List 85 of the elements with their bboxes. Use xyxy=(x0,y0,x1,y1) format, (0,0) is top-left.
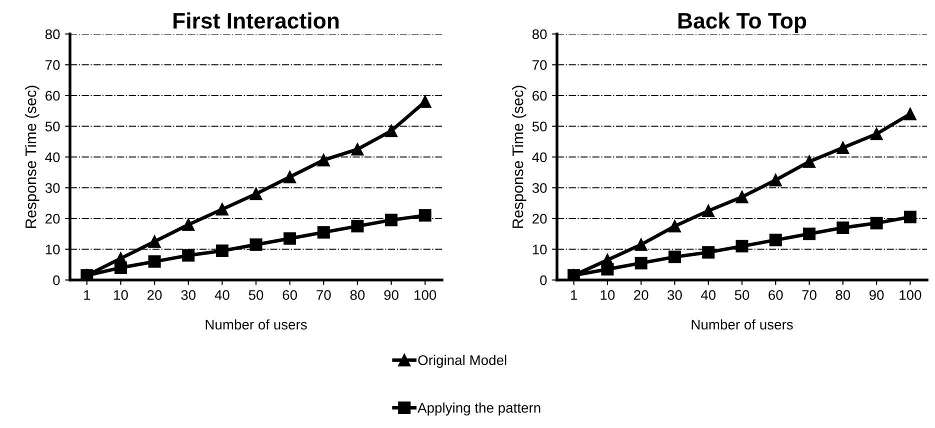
x-tick-label: 70 xyxy=(802,290,816,300)
y-tick-label: 10 xyxy=(46,244,60,254)
x-tick-label: 80 xyxy=(350,290,365,300)
x-tick-label: 20 xyxy=(634,290,648,300)
point xyxy=(385,214,398,226)
y-tick-label: 40 xyxy=(45,152,60,162)
point xyxy=(418,209,432,222)
y-tick-label: 40 xyxy=(532,152,547,162)
y-tick-label: 0 xyxy=(53,275,60,286)
point xyxy=(836,142,850,154)
point xyxy=(904,108,916,120)
point xyxy=(904,210,916,224)
x-tick-label: 90 xyxy=(384,290,398,300)
point xyxy=(870,128,883,140)
x-tick-label: 20 xyxy=(148,290,162,300)
point xyxy=(351,143,364,156)
y-tick-label: 80 xyxy=(532,29,547,40)
y-axis-title: Response Time (sec) xyxy=(512,86,526,228)
y-tick-label: 70 xyxy=(532,60,547,70)
x-tick-label: 50 xyxy=(734,290,750,300)
x-tick-label: 100 xyxy=(900,290,922,300)
y-tick-label: 50 xyxy=(532,122,547,132)
point xyxy=(702,246,715,259)
point xyxy=(148,235,161,248)
x-tick-label: 40 xyxy=(214,290,230,300)
point xyxy=(250,188,262,200)
y-tick-label: 10 xyxy=(532,244,547,254)
x-tick-label: 30 xyxy=(181,290,196,300)
point xyxy=(148,255,161,268)
x-tick-label: 70 xyxy=(316,290,331,300)
chart-title: First Interaction xyxy=(174,12,339,29)
y-tick-label: 50 xyxy=(45,122,60,132)
point xyxy=(182,218,195,231)
x-tick-label: 1 xyxy=(84,290,90,300)
y-tick-label: 20 xyxy=(532,214,547,224)
y-tick-label: 30 xyxy=(532,183,547,193)
point xyxy=(870,216,883,230)
x-tick-label: 50 xyxy=(248,290,264,300)
x-tick-label: 60 xyxy=(768,290,783,300)
x-tick-label: 100 xyxy=(414,290,436,300)
x-axis-title: Number of users xyxy=(692,319,793,330)
point xyxy=(803,155,816,168)
point xyxy=(114,261,127,274)
x-tick-label: 30 xyxy=(668,290,682,300)
point xyxy=(284,232,296,245)
x-tick-label: 80 xyxy=(836,290,850,300)
point xyxy=(803,228,816,240)
point xyxy=(736,190,748,204)
point xyxy=(668,220,681,232)
x-axis-title: Number of users xyxy=(206,319,307,330)
y-tick-label: 20 xyxy=(46,214,60,224)
y-tick-label: 30 xyxy=(45,183,60,193)
x-tick-label: 1 xyxy=(571,290,578,300)
x-tick-label: 90 xyxy=(869,290,884,300)
point xyxy=(769,234,782,246)
point xyxy=(634,238,648,251)
chart-title: Back To Top xyxy=(678,12,806,34)
x-tick-label: 10 xyxy=(114,290,128,300)
y-tick-label: 60 xyxy=(532,90,547,101)
point xyxy=(702,204,715,218)
y-tick-label: 80 xyxy=(45,29,60,40)
point xyxy=(736,240,748,252)
x-tick-label: 10 xyxy=(600,290,615,300)
y-tick-label: 70 xyxy=(46,60,60,70)
x-tick-label: 60 xyxy=(282,290,297,300)
point xyxy=(317,154,330,166)
y-tick-label: 60 xyxy=(46,90,60,101)
point xyxy=(284,170,296,184)
y-tick-label: 0 xyxy=(540,275,547,286)
point xyxy=(182,249,195,262)
point xyxy=(385,124,398,138)
point xyxy=(836,221,850,234)
point xyxy=(317,226,330,239)
y-axis-title: Response Time (sec) xyxy=(25,86,40,228)
point xyxy=(769,174,782,186)
point xyxy=(601,262,614,276)
point xyxy=(216,203,228,216)
point xyxy=(634,256,648,270)
point xyxy=(351,220,364,232)
point xyxy=(216,244,228,258)
point xyxy=(250,238,262,251)
point xyxy=(668,250,681,264)
x-tick-label: 40 xyxy=(700,290,716,300)
legend-label: Original Model xyxy=(418,354,506,368)
legend-label: Applying the pattern xyxy=(418,402,540,416)
